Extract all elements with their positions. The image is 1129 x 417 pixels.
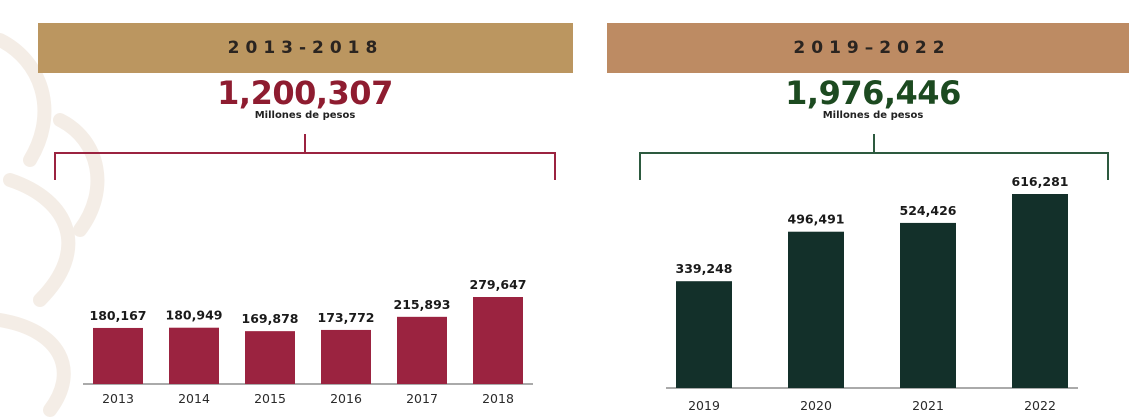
bar-2020 (788, 231, 844, 388)
bar-2014 (169, 327, 219, 384)
tick-label-2022: 2022 (1024, 398, 1056, 413)
total-unit-left: Millones de pesos (254, 110, 356, 121)
tick-label-2017: 2017 (406, 391, 438, 406)
data-label-2021: 524,426 (900, 203, 957, 218)
tick-label-2018: 2018 (482, 391, 514, 406)
tick-label-2019: 2019 (688, 398, 720, 413)
tick-label-2016: 2016 (330, 391, 362, 406)
bar-2021 (900, 222, 956, 388)
data-label-2018: 279,647 (470, 277, 527, 292)
data-label-2016: 173,772 (318, 310, 375, 325)
bracket-right (639, 134, 1109, 180)
tick-label-2015: 2015 (254, 391, 286, 406)
data-label-2022: 616,281 (1012, 174, 1069, 189)
total-value-right: 1,976,446 (785, 74, 961, 112)
period-banner-left: 2013-2018 (38, 23, 573, 73)
bar-2019 (676, 281, 732, 388)
bar-2016 (321, 329, 371, 384)
data-label-2015: 169,878 (242, 311, 299, 326)
bar-2017 (397, 316, 447, 384)
bracket-left (54, 134, 556, 180)
data-label-2014: 180,949 (166, 308, 223, 323)
data-label-2020: 496,491 (788, 212, 845, 227)
bar-2015 (245, 331, 295, 384)
tick-label-2014: 2014 (178, 391, 210, 406)
bar-2013 (93, 327, 143, 384)
total-unit-right: Millones de pesos (822, 110, 924, 121)
total-value-left: 1,200,307 (217, 74, 393, 112)
period-banner-right: 2019–2022 (607, 23, 1129, 73)
data-label-2017: 215,893 (394, 297, 451, 312)
bar-2018 (473, 297, 523, 384)
tick-label-2020: 2020 (800, 398, 832, 413)
tick-label-2013: 2013 (102, 391, 134, 406)
bar-2022 (1012, 194, 1068, 388)
data-label-2013: 180,167 (90, 308, 147, 323)
data-label-2019: 339,248 (676, 261, 733, 276)
tick-label-2021: 2021 (912, 398, 944, 413)
